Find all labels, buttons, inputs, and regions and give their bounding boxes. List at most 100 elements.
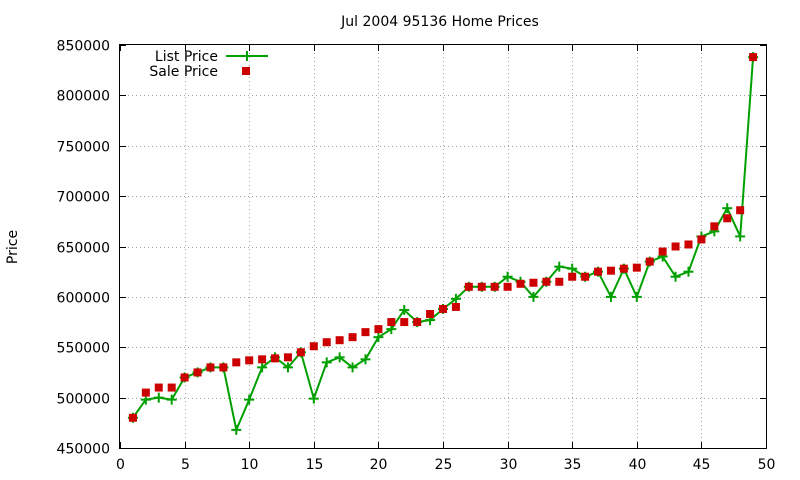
y-tick-label: 650000 xyxy=(57,241,110,257)
sale-price-point xyxy=(426,310,435,319)
y-axis-label: Price xyxy=(5,230,21,264)
sale-price-point xyxy=(736,206,745,215)
list-price-point xyxy=(683,266,694,277)
sale-price-point xyxy=(568,272,577,281)
list-price-point xyxy=(567,263,578,274)
sale-price-point xyxy=(671,242,680,251)
sale-price-point xyxy=(232,358,241,367)
list-price-point xyxy=(166,394,177,405)
list-price-point xyxy=(231,424,242,435)
y-tick-label: 450000 xyxy=(57,442,110,458)
list-price-point xyxy=(399,304,410,315)
plot-frame xyxy=(119,44,767,449)
sale-price-point xyxy=(400,318,409,327)
list-price-point xyxy=(321,357,332,368)
sale-price-point xyxy=(555,277,564,286)
sale-price-point xyxy=(529,278,538,287)
list-price-point xyxy=(347,362,358,373)
sale-price-point xyxy=(258,355,267,364)
sale-price-point xyxy=(645,257,654,266)
sale-price-point xyxy=(245,356,254,365)
sale-price-point xyxy=(632,263,641,272)
sale-price-point xyxy=(348,333,357,342)
x-tick-label: 35 xyxy=(564,457,582,473)
x-axis-ticks: 0 5 10 15 20 25 30 35 40 45 50 xyxy=(116,45,775,473)
list-price-point xyxy=(554,261,565,272)
sale-price-point xyxy=(606,266,615,275)
sale-price-point xyxy=(309,342,318,351)
list-price-point xyxy=(373,332,384,343)
sale-price-point xyxy=(141,388,150,397)
y-tick-label: 550000 xyxy=(57,341,110,357)
y-tick-label: 500000 xyxy=(57,392,110,408)
sale-price-point xyxy=(684,240,693,249)
sale-price-point xyxy=(490,282,499,291)
x-tick-label: 40 xyxy=(629,457,647,473)
sale-price-point xyxy=(451,302,460,311)
list-price-point xyxy=(257,362,268,373)
sale-price-point xyxy=(464,282,473,291)
sale-price-point xyxy=(193,368,202,377)
sale-price-point xyxy=(296,348,305,357)
x-tick-label: 30 xyxy=(500,457,518,473)
sale-price-point xyxy=(439,304,447,313)
legend: List Price Sale Price xyxy=(149,49,268,80)
sale-price-point xyxy=(180,373,189,382)
x-tick-label: 10 xyxy=(241,457,259,473)
list-price-point xyxy=(502,271,513,282)
sale-price-point xyxy=(206,363,215,372)
list-price-point xyxy=(605,291,616,302)
list-price-point xyxy=(450,293,461,304)
sale-price-point xyxy=(658,247,667,256)
legend-label-sale-price: Sale Price xyxy=(149,64,218,80)
legend-label-list-price: List Price xyxy=(155,49,218,65)
sale-price-point xyxy=(723,214,732,223)
sale-price-point xyxy=(594,267,603,276)
sale-price-point xyxy=(322,338,331,347)
list-price-point xyxy=(735,231,746,242)
sale-price-point xyxy=(374,325,383,334)
y-tick-label: 800000 xyxy=(57,89,110,105)
sale-price-point xyxy=(542,277,551,286)
sale-price-point xyxy=(413,318,422,327)
legend-marker-sale-price xyxy=(242,67,250,75)
x-tick-label: 50 xyxy=(758,457,776,473)
x-tick-label: 15 xyxy=(306,457,324,473)
sale-price-point xyxy=(581,272,590,281)
y-tick-label: 600000 xyxy=(57,291,110,307)
list-price-point xyxy=(334,352,345,363)
x-tick-label: 0 xyxy=(116,457,125,473)
list-price-point xyxy=(670,271,681,282)
list-price-point xyxy=(244,394,255,405)
sale-price-point xyxy=(154,383,163,392)
list-price-point xyxy=(153,392,164,403)
sale-price-point xyxy=(128,413,137,422)
x-tick-label: 5 xyxy=(181,457,190,473)
sale-price-point xyxy=(697,235,706,244)
sale-price-point xyxy=(516,279,525,288)
list-price-point xyxy=(528,291,539,302)
sale-price-point xyxy=(361,328,370,337)
sale-price-point xyxy=(503,282,512,291)
list-price-point xyxy=(282,362,293,373)
y-tick-label: 850000 xyxy=(57,39,110,55)
sale-price-point xyxy=(283,353,292,362)
list-price-point xyxy=(631,291,642,302)
legend-marker-list-price xyxy=(242,51,252,61)
x-tick-label: 45 xyxy=(693,457,711,473)
sale-price-point xyxy=(167,383,176,392)
list-price-point xyxy=(360,354,371,365)
sale-price-point xyxy=(387,318,396,327)
sale-price-point xyxy=(219,363,228,372)
sale-price-point xyxy=(335,336,344,345)
y-tick-label: 750000 xyxy=(57,140,110,156)
sale-price-point xyxy=(710,222,719,231)
y-tick-label: 700000 xyxy=(57,190,110,206)
list-price-point xyxy=(308,393,319,404)
series-line-list-price xyxy=(132,57,755,434)
sale-price-point xyxy=(477,282,486,291)
x-tick-label: 20 xyxy=(370,457,388,473)
sale-price-point xyxy=(271,354,280,363)
plot-series xyxy=(127,52,759,435)
